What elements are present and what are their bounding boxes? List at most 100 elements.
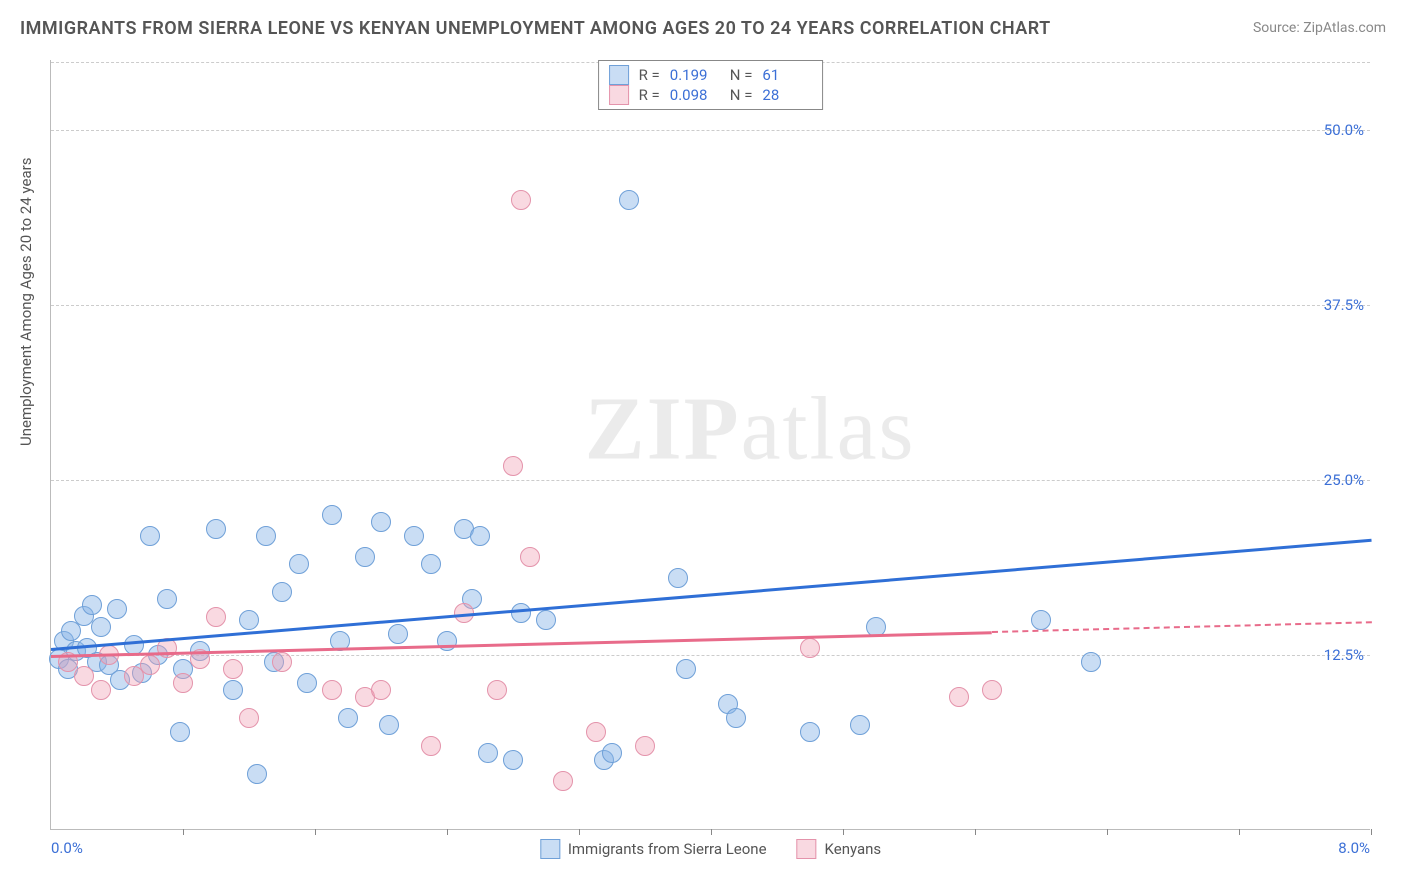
scatter-point-series-1 (355, 547, 375, 567)
gridline (51, 655, 1370, 656)
scatter-point-series-2 (982, 680, 1002, 700)
scatter-point-series-2 (487, 680, 507, 700)
scatter-point-series-1 (157, 589, 177, 609)
n-label-1: N = (730, 66, 753, 84)
y-tick-label: 50.0% (1324, 121, 1364, 139)
scatter-point-series-2 (272, 652, 292, 672)
scatter-point-series-1 (619, 190, 639, 210)
n-value-1: 61 (762, 66, 812, 84)
scatter-point-series-1 (503, 750, 523, 770)
plot-area: ZIPatlas R = 0.199 N = 61 R = 0.098 N = … (50, 60, 1370, 830)
r-label-2: R = (639, 86, 660, 104)
x-tick (315, 829, 316, 835)
r-value-1: 0.199 (670, 66, 720, 84)
legend-label-2: Kenyans (825, 840, 882, 858)
swatch-legend-1 (540, 839, 560, 859)
scatter-point-series-1 (322, 505, 342, 525)
scatter-point-series-2 (800, 638, 820, 658)
series-legend: Immigrants from Sierra Leone Kenyans (540, 839, 881, 859)
scatter-point-series-1 (91, 617, 111, 637)
x-tick (183, 829, 184, 835)
scatter-point-series-1 (247, 764, 267, 784)
scatter-point-series-1 (388, 624, 408, 644)
scatter-point-series-2 (635, 736, 655, 756)
x-tick (975, 829, 976, 835)
scatter-point-series-2 (140, 655, 160, 675)
scatter-point-series-1 (1031, 610, 1051, 630)
chart-title: IMMIGRANTS FROM SIERRA LEONE VS KENYAN U… (20, 18, 1051, 39)
legend-label-1: Immigrants from Sierra Leone (568, 840, 767, 858)
stats-row-series-2: R = 0.098 N = 28 (609, 85, 813, 105)
chart-container: IMMIGRANTS FROM SIERRA LEONE VS KENYAN U… (0, 0, 1406, 892)
scatter-point-series-2 (503, 456, 523, 476)
swatch-legend-2 (797, 839, 817, 859)
x-tick (579, 829, 580, 835)
n-value-2: 28 (762, 86, 812, 104)
scatter-point-series-1 (239, 610, 259, 630)
scatter-point-series-1 (170, 722, 190, 742)
legend-item-1: Immigrants from Sierra Leone (540, 839, 767, 859)
watermark-rest: atlas (741, 380, 916, 479)
scatter-point-series-1 (850, 715, 870, 735)
scatter-point-series-1 (82, 595, 102, 615)
swatch-series-2 (609, 85, 629, 105)
scatter-point-series-1 (1081, 652, 1101, 672)
scatter-point-series-1 (297, 673, 317, 693)
scatter-point-series-1 (800, 722, 820, 742)
x-tick (843, 829, 844, 835)
scatter-point-series-2 (553, 771, 573, 791)
x-tick (447, 829, 448, 835)
scatter-point-series-1 (404, 526, 424, 546)
watermark: ZIPatlas (585, 378, 916, 481)
source-attribution: Source: ZipAtlas.com (1253, 20, 1386, 36)
x-tick (1371, 829, 1372, 835)
scatter-point-series-1 (371, 512, 391, 532)
scatter-point-series-2 (511, 190, 531, 210)
gridline (51, 305, 1370, 306)
trend-line (51, 539, 1371, 651)
scatter-point-series-2 (421, 736, 441, 756)
y-tick-label: 25.0% (1324, 471, 1364, 489)
scatter-point-series-2 (74, 666, 94, 686)
gridline (51, 130, 1370, 131)
scatter-point-series-2 (371, 680, 391, 700)
scatter-point-series-1 (676, 659, 696, 679)
legend-item-2: Kenyans (797, 839, 882, 859)
stats-legend: R = 0.199 N = 61 R = 0.098 N = 28 (598, 60, 824, 110)
scatter-point-series-2 (949, 687, 969, 707)
scatter-point-series-1 (338, 708, 358, 728)
scatter-point-series-1 (668, 568, 688, 588)
y-tick-label: 12.5% (1324, 646, 1364, 664)
y-tick-label: 37.5% (1324, 296, 1364, 314)
x-tick (1239, 829, 1240, 835)
r-label-1: R = (639, 66, 660, 84)
x-tick (711, 829, 712, 835)
scatter-point-series-2 (206, 607, 226, 627)
scatter-point-series-2 (239, 708, 259, 728)
scatter-point-series-1 (272, 582, 292, 602)
scatter-point-series-1 (602, 743, 622, 763)
scatter-point-series-1 (726, 708, 746, 728)
source-label: Source: (1253, 20, 1303, 36)
scatter-point-series-1 (511, 603, 531, 623)
scatter-point-series-2 (520, 547, 540, 567)
scatter-point-series-2 (223, 659, 243, 679)
y-axis-label: Unemployment Among Ages 20 to 24 years (17, 158, 35, 446)
scatter-point-series-2 (91, 680, 111, 700)
scatter-point-series-1 (206, 519, 226, 539)
scatter-point-series-2 (586, 722, 606, 742)
scatter-point-series-2 (322, 680, 342, 700)
scatter-point-series-1 (107, 599, 127, 619)
scatter-point-series-1 (536, 610, 556, 630)
stats-row-series-1: R = 0.199 N = 61 (609, 65, 813, 85)
r-value-2: 0.098 (670, 86, 720, 104)
gridline (51, 480, 1370, 481)
swatch-series-1 (609, 65, 629, 85)
source-value: ZipAtlas.com (1303, 20, 1386, 36)
scatter-point-series-1 (223, 680, 243, 700)
scatter-point-series-1 (256, 526, 276, 546)
x-max-label: 8.0% (1338, 839, 1370, 857)
scatter-point-series-1 (437, 631, 457, 651)
scatter-point-series-1 (140, 526, 160, 546)
x-tick (1107, 829, 1108, 835)
